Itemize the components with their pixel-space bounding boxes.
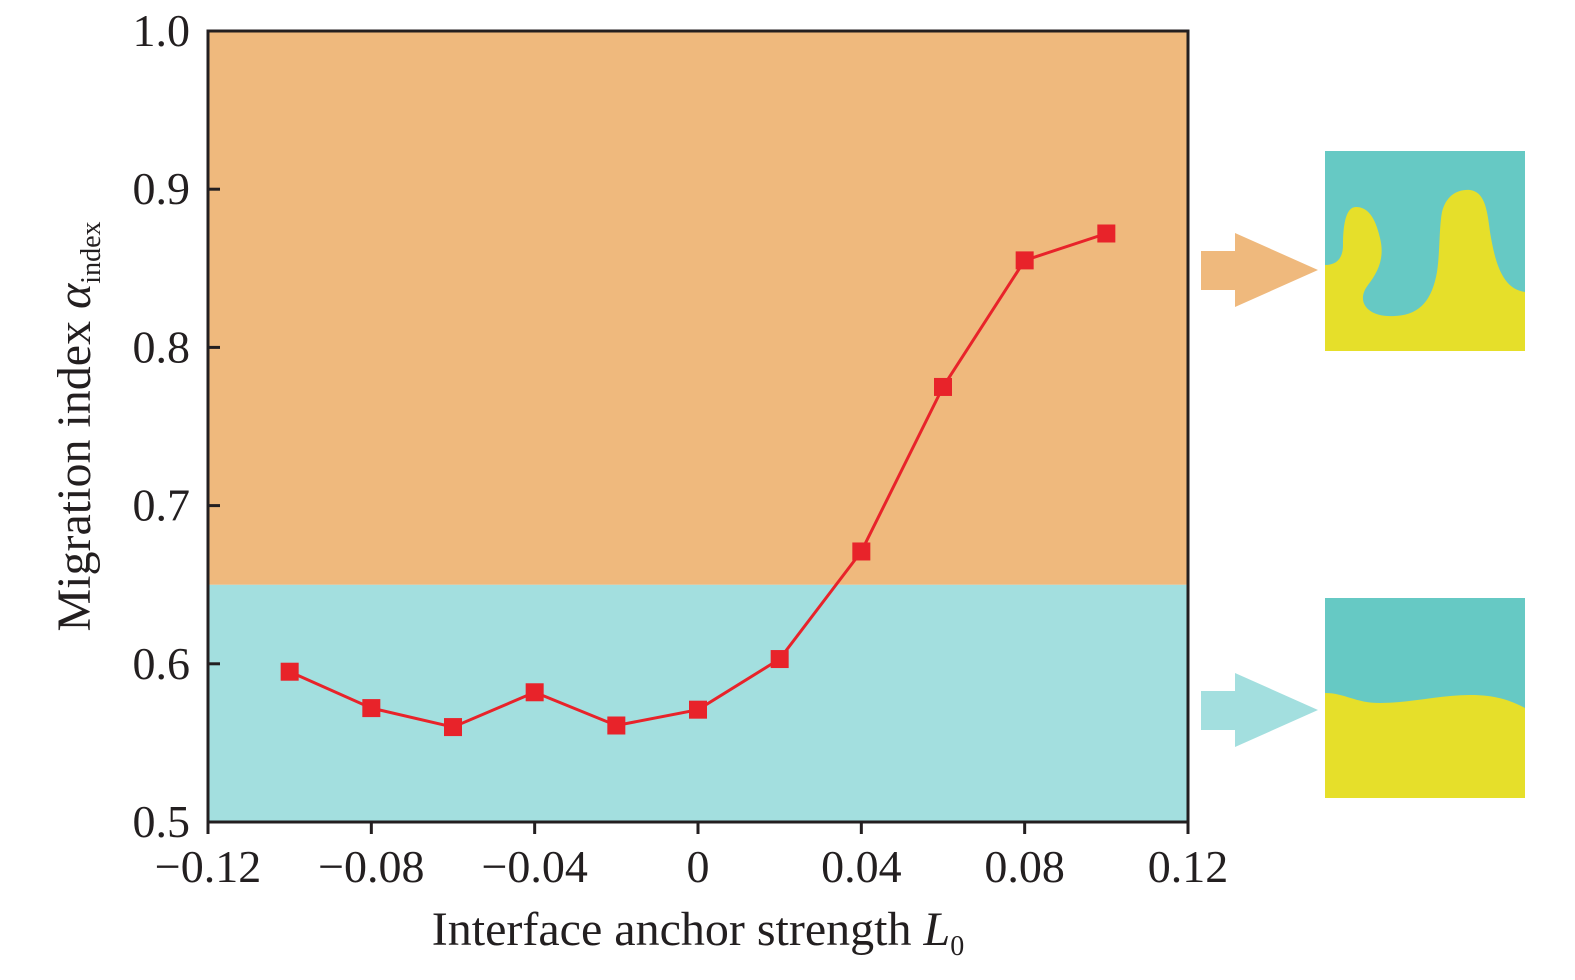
x-axis-symbol: L	[923, 903, 951, 956]
y-axis-subscript: index	[76, 221, 107, 283]
y-axis: 0.5 0.6 0.7 0.8 0.9 1.0	[133, 5, 220, 847]
x-axis-title: Interface anchor strength L0	[432, 903, 964, 962]
data-point	[689, 700, 707, 719]
region-1	[208, 31, 1188, 585]
inset-upper-fingering-phase	[1325, 189, 1525, 351]
inset-upper	[1201, 151, 1525, 351]
data-point	[280, 662, 299, 681]
y-tick-label: 0.6	[133, 638, 191, 689]
data-point	[444, 718, 462, 737]
data-series	[280, 224, 1116, 737]
data-point	[852, 542, 871, 561]
y-tick-label: 0.7	[133, 480, 191, 531]
x-tick-label: 0.08	[984, 841, 1065, 892]
x-axis-subscript: 0	[950, 931, 964, 962]
y-tick-label: 0.9	[133, 163, 191, 214]
data-point	[1015, 251, 1034, 270]
y-axis-title-text: Migration index	[48, 321, 101, 632]
data-point	[362, 699, 381, 718]
x-tick-label: 0.04	[821, 841, 902, 892]
y-axis-title: Migration index αindex	[48, 221, 107, 631]
x-tick-label: 0	[687, 841, 710, 892]
inset-lower-flat-phase	[1325, 693, 1525, 798]
data-point	[525, 683, 544, 702]
background-regions	[208, 31, 1188, 822]
data-point	[934, 377, 952, 396]
morphology-insets	[1201, 151, 1525, 798]
data-point	[607, 716, 626, 735]
y-axis-symbol: α	[48, 283, 101, 309]
x-tick-label: −0.08	[318, 841, 424, 892]
x-tick-label: −0.04	[481, 841, 587, 892]
inset-lower	[1201, 598, 1525, 798]
x-axis: −0.12 −0.08 −0.04 0 0.04 0.08 0.12	[155, 822, 1228, 892]
data-point	[770, 650, 789, 669]
x-tick-label: −0.12	[155, 841, 261, 892]
arrow-lower	[1201, 673, 1318, 747]
arrow-upper	[1201, 233, 1318, 307]
y-tick-label: 0.8	[133, 321, 191, 372]
x-axis-title-text: Interface anchor strength	[432, 903, 912, 956]
y-tick-label: 0.5	[133, 796, 191, 847]
x-tick-label: 0.12	[1148, 841, 1229, 892]
data-point	[1097, 224, 1116, 243]
y-tick-label: 1.0	[133, 5, 191, 56]
